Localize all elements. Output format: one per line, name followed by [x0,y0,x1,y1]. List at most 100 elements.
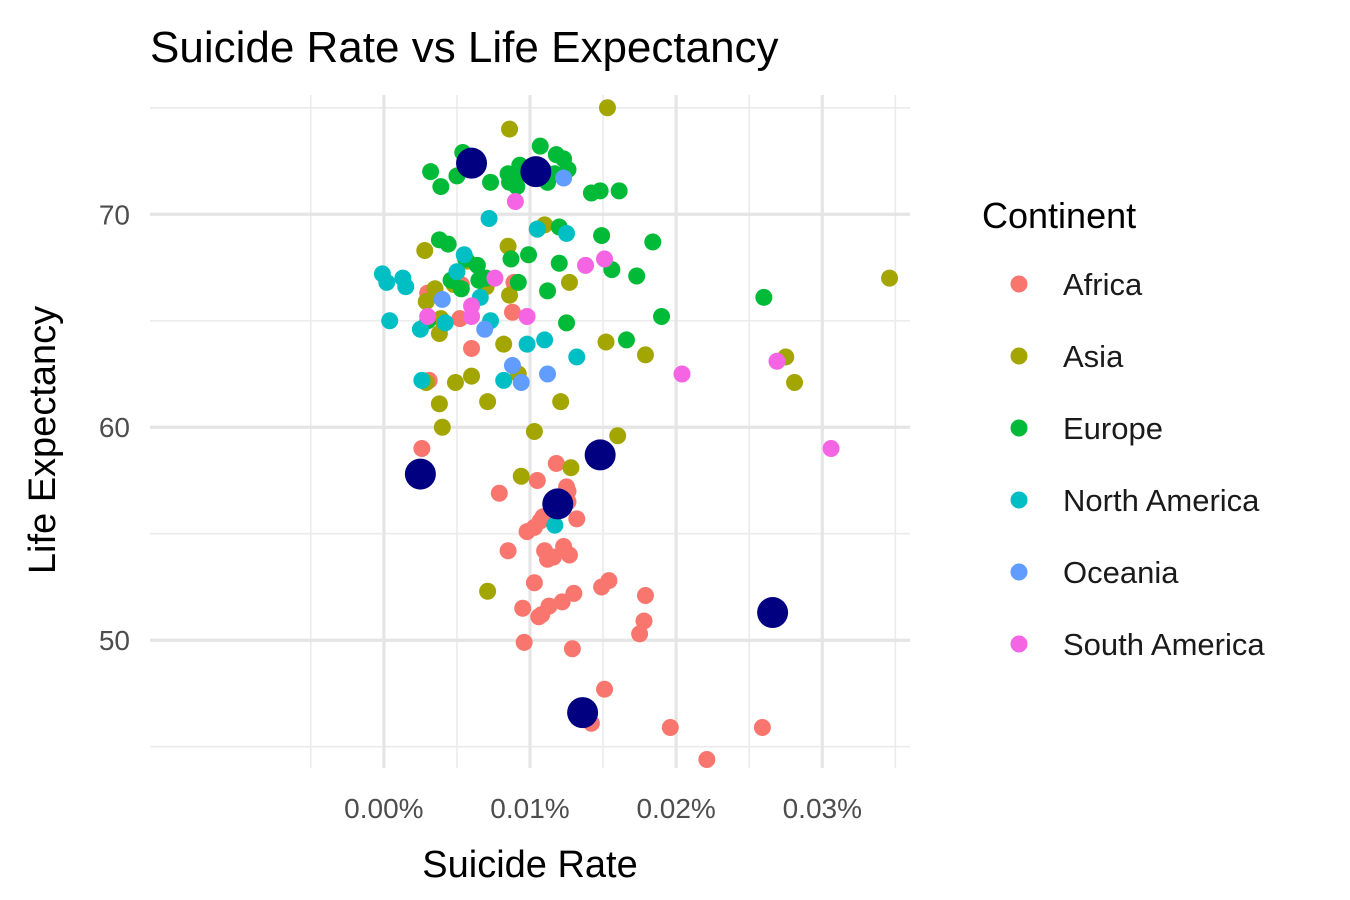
data-point [512,374,530,392]
data-point [397,278,415,296]
legend-label: North America [1063,483,1260,518]
data-point [610,182,628,200]
data-point [416,241,434,259]
legend-item: Africa [1010,267,1143,302]
legend-title: Continent [982,195,1136,236]
data-point [417,293,435,311]
data-point [636,586,654,604]
data-point [433,418,451,436]
y-tick-label: 70 [99,199,130,230]
data-point [550,254,568,272]
data-point [515,633,533,651]
data-point [568,348,586,366]
data-point [531,137,549,155]
data-point [495,335,513,353]
data-point [547,454,565,472]
legend-item: Asia [1010,339,1124,374]
data-point [501,120,519,138]
data-point [562,459,580,477]
data-point [486,269,504,287]
data-point [520,246,538,264]
data-point [698,750,716,768]
legend-key [1010,347,1028,365]
data-point [631,625,649,643]
data-point [432,178,450,196]
data-point [455,246,473,264]
data-point [479,393,497,411]
legend-key [1010,635,1028,653]
data-point [644,233,662,251]
data-point [503,303,521,321]
data-point [506,192,524,210]
legend-label: Europe [1063,411,1163,446]
data-point [463,367,481,385]
legend-key [1010,419,1028,437]
data-point [430,395,448,413]
data-point [509,273,527,291]
data-point [598,99,616,117]
data-point [593,227,611,245]
data-point [539,365,557,383]
data-point [628,267,646,285]
data-point [422,163,440,181]
data-point [553,593,571,611]
legend-item: South America [1010,627,1265,662]
y-axis-ticks: 50 60 70 [99,199,130,656]
data-point [448,263,466,281]
data-point [753,719,771,737]
data-point [558,314,576,332]
data-points [373,99,899,768]
data-point [635,612,653,630]
data-point [518,307,536,325]
data-point [600,572,618,590]
legend-label: Africa [1063,267,1143,302]
data-point [552,393,570,411]
data-point [463,339,481,357]
data-point [673,365,691,383]
data-point [661,719,679,737]
series-south-america [419,192,840,458]
data-point [411,320,429,338]
data-point [565,584,583,602]
data-point [577,256,595,274]
highlight-point [520,156,552,188]
data-point [482,173,500,191]
data-point [558,224,576,242]
data-point [544,548,562,566]
y-axis-title: Life Expectancy [22,306,64,574]
series-africa [413,273,771,768]
data-point [653,307,671,325]
data-point [822,440,840,458]
legend-item: Europe [1010,411,1163,446]
legend-item: Oceania [1010,555,1179,590]
data-point [452,280,470,298]
data-point [446,374,464,392]
data-point [518,335,536,353]
highlight-points [404,147,789,729]
data-point [436,314,454,332]
y-tick-label: 50 [99,625,130,656]
data-point [596,250,614,268]
data-point [476,320,494,338]
legend-key [1010,275,1028,293]
x-tick-label: 0.00% [344,793,423,824]
data-point [881,269,899,287]
highlight-point [456,147,488,179]
legend-key [1010,563,1028,581]
x-tick-label: 0.01% [490,793,569,824]
data-point [413,371,431,389]
highlight-point [404,458,436,490]
data-point [539,282,557,300]
data-point [786,374,804,392]
y-tick-label: 60 [99,412,130,443]
data-point [528,220,546,238]
data-point [546,516,564,534]
data-point [755,288,773,306]
data-point [568,510,586,528]
legend-item: North America [1010,483,1260,518]
data-point [479,582,497,600]
data-point [502,250,520,268]
data-point [501,286,519,304]
data-point [508,178,526,196]
